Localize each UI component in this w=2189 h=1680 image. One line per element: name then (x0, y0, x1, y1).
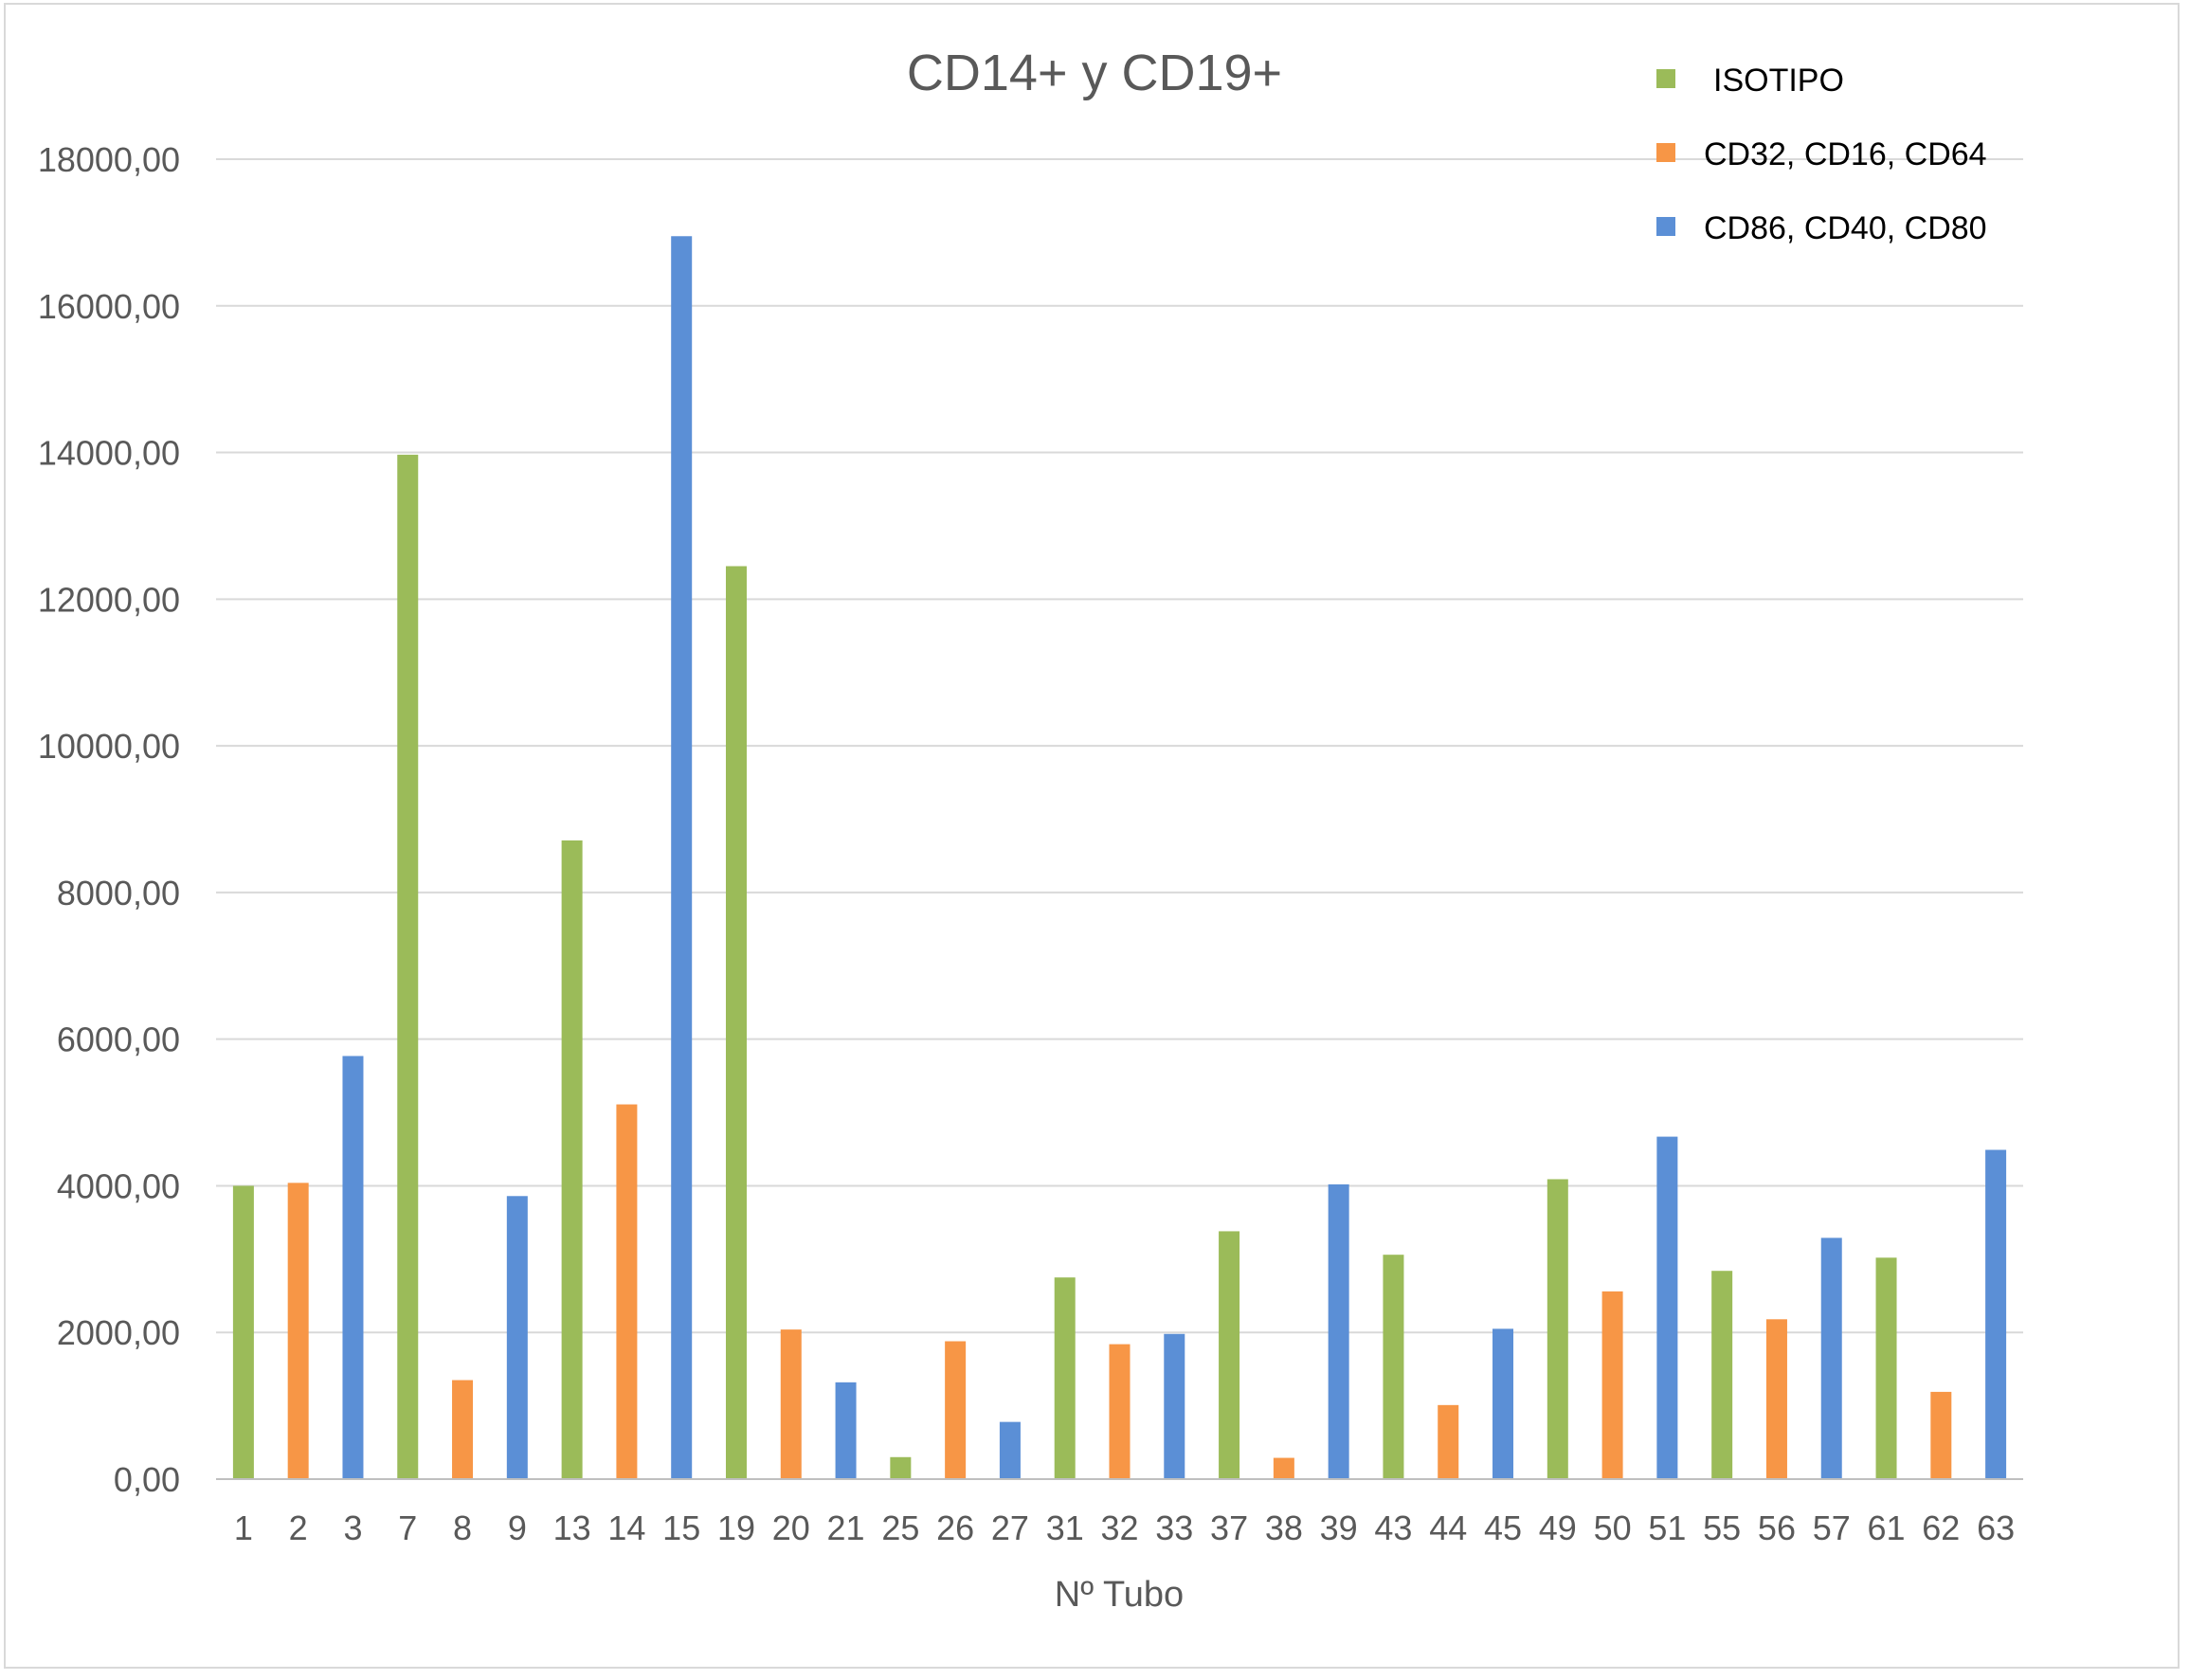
bar-cd86-cd40-cd80-9 (506, 1196, 528, 1479)
bar-isotipo-43 (1383, 1255, 1404, 1479)
bar-isotipo-55 (1711, 1271, 1733, 1479)
x-tick-label: 57 (1813, 1508, 1851, 1547)
legend-label: CD86, CD40, CD80 (1704, 210, 1987, 246)
y-axis-ticks: 0,00 2000,00 4000,00 6000,00 8000,00 10000,00… (38, 140, 180, 1499)
gridlines (216, 158, 2023, 1334)
y-tick-label: 18000,00 (38, 140, 180, 179)
x-tick-label: 49 (1539, 1508, 1577, 1547)
x-tick-label: 56 (1758, 1508, 1796, 1547)
bar-cd32-cd16-cd64-14 (616, 1104, 638, 1479)
bar-cd86-cd40-cd80-33 (1164, 1333, 1185, 1479)
y-tick-label: 8000,00 (57, 874, 180, 912)
x-tick-label: 20 (772, 1508, 810, 1547)
x-tick-label: 3 (343, 1508, 362, 1547)
x-tick-label: 39 (1320, 1508, 1358, 1547)
bar-cd86-cd40-cd80-39 (1328, 1183, 1349, 1479)
x-tick-label: 55 (1703, 1508, 1741, 1547)
bar-isotipo-37 (1219, 1231, 1240, 1479)
legend-label: CD32, CD16, CD64 (1704, 136, 1987, 172)
legend-swatch (1656, 69, 1675, 88)
bar-cd86-cd40-cd80-27 (999, 1421, 1021, 1479)
y-tick-label: 16000,00 (38, 287, 180, 326)
x-tick-label: 51 (1648, 1508, 1686, 1547)
bar-cd32-cd16-cd64-20 (780, 1329, 802, 1479)
x-tick-label: 43 (1374, 1508, 1412, 1547)
bar-cd32-cd16-cd64-50 (1601, 1291, 1623, 1479)
x-tick-label: 37 (1210, 1508, 1248, 1547)
x-tick-label: 15 (662, 1508, 700, 1547)
x-tick-label: 13 (553, 1508, 591, 1547)
y-tick-label: 12000,00 (38, 580, 180, 619)
bar-cd32-cd16-cd64-32 (1109, 1344, 1131, 1479)
x-tick-label: 50 (1594, 1508, 1632, 1547)
x-axis-ticks: 1 2 3 7 8 9 13 14 15 19 20 21 25 26 27 31 32 33 37 38 39 43 44… (234, 1508, 2015, 1547)
x-tick-label: 45 (1484, 1508, 1522, 1547)
bar-cd86-cd40-cd80-3 (342, 1056, 364, 1479)
bar-cd86-cd40-cd80-21 (835, 1382, 857, 1479)
legend-label: ISOTIPO (1713, 63, 1844, 99)
y-tick-label: 6000,00 (57, 1021, 180, 1059)
x-tick-label: 21 (827, 1508, 865, 1547)
x-tick-label: 9 (508, 1508, 527, 1547)
x-tick-label: 27 (991, 1508, 1029, 1547)
x-tick-label: 14 (607, 1508, 645, 1547)
bar-cd86-cd40-cd80-63 (1985, 1149, 2007, 1479)
y-tick-label: 14000,00 (38, 434, 180, 473)
x-tick-label: 33 (1155, 1508, 1193, 1547)
bar-isotipo-13 (561, 840, 583, 1479)
y-tick-label: 2000,00 (57, 1313, 180, 1352)
x-tick-label: 26 (936, 1508, 974, 1547)
x-axis-title: Nº Tubo (1055, 1575, 1184, 1615)
bar-isotipo-31 (1054, 1277, 1076, 1479)
x-tick-label: 19 (717, 1508, 755, 1547)
bar-cd86-cd40-cd80-57 (1820, 1237, 1842, 1479)
x-tick-label: 32 (1100, 1508, 1138, 1547)
x-tick-label: 31 (1046, 1508, 1084, 1547)
bar-cd32-cd16-cd64-38 (1273, 1457, 1294, 1479)
x-tick-label: 63 (1977, 1508, 2015, 1547)
bar-isotipo-7 (397, 454, 419, 1480)
bar-cd32-cd16-cd64-2 (287, 1183, 309, 1479)
x-tick-label: 8 (453, 1508, 472, 1547)
chart-title: CD14+ y CD19+ (907, 45, 1282, 101)
bar-isotipo-61 (1875, 1257, 1897, 1479)
bar-isotipo-1 (232, 1185, 254, 1479)
x-tick-label: 7 (398, 1508, 417, 1547)
bar-isotipo-19 (725, 566, 747, 1479)
bar-isotipo-49 (1547, 1179, 1568, 1479)
bar-isotipo-25 (890, 1456, 912, 1479)
x-tick-label: 61 (1868, 1508, 1906, 1547)
bar-cd32-cd16-cd64-8 (452, 1380, 474, 1479)
bar-cd32-cd16-cd64-56 (1765, 1319, 1787, 1479)
x-tick-label: 2 (289, 1508, 308, 1547)
x-tick-label: 38 (1265, 1508, 1303, 1547)
chart-area (4, 3, 2180, 1669)
bars (232, 236, 2007, 1480)
bar-cd32-cd16-cd64-44 (1438, 1404, 1459, 1479)
x-tick-label: 25 (881, 1508, 919, 1547)
y-tick-label: 10000,00 (38, 727, 180, 766)
bar-cd86-cd40-cd80-15 (671, 236, 693, 1480)
legend-swatch (1656, 217, 1675, 236)
x-tick-label: 62 (1922, 1508, 1960, 1547)
bar-cd32-cd16-cd64-26 (945, 1341, 967, 1479)
legend-swatch (1656, 143, 1675, 162)
bar-cd86-cd40-cd80-51 (1656, 1136, 1678, 1479)
legend: ISOTIPO CD32, CD16, CD64 CD86, CD40, CD80 (1656, 63, 1987, 246)
y-tick-label: 0,00 (114, 1460, 180, 1499)
bar-cd86-cd40-cd80-45 (1492, 1328, 1514, 1479)
bar-cd32-cd16-cd64-62 (1930, 1391, 1952, 1479)
x-tick-label: 1 (234, 1508, 253, 1547)
y-tick-label: 4000,00 (57, 1166, 180, 1205)
x-tick-label: 44 (1429, 1508, 1467, 1547)
